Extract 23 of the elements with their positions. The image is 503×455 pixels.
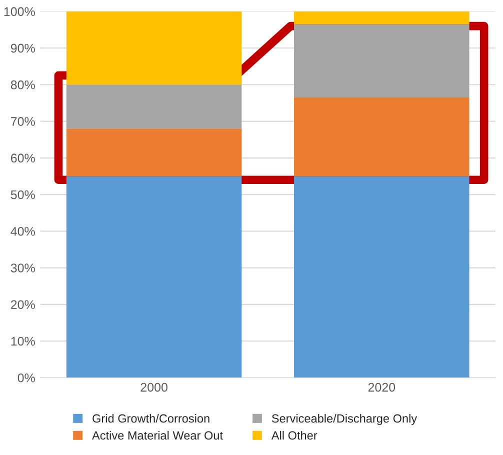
y-tick-label: 40% xyxy=(10,226,35,236)
bar xyxy=(66,11,242,85)
legend-label: All Other xyxy=(271,430,318,440)
y-tick-label: 20% xyxy=(10,300,35,310)
y-tick-label: 50% xyxy=(10,190,35,200)
legend-label: Grid Growth/Corrosion xyxy=(92,414,210,423)
bar xyxy=(294,24,470,98)
y-tick-label: 100% xyxy=(4,7,35,16)
y-tick-label: 30% xyxy=(10,264,35,272)
bar xyxy=(66,84,242,129)
bar xyxy=(66,128,242,176)
bar xyxy=(294,11,470,24)
y-tick-label: 90% xyxy=(10,44,35,53)
y-tick-label: 10% xyxy=(11,336,35,346)
legend-label: Active Material Wear Out xyxy=(92,430,223,440)
y-tick-label: 60% xyxy=(10,154,35,163)
y-tick-label: 80% xyxy=(10,80,35,90)
x-tick-label: 2020 xyxy=(368,382,396,392)
y-tick-label: 70% xyxy=(11,117,35,126)
bar xyxy=(294,97,470,176)
legend-label: Serviceable/Discharge Only xyxy=(272,414,418,425)
x-tick-label: 2000 xyxy=(140,382,168,392)
y-tick-label: 0% xyxy=(18,373,35,382)
